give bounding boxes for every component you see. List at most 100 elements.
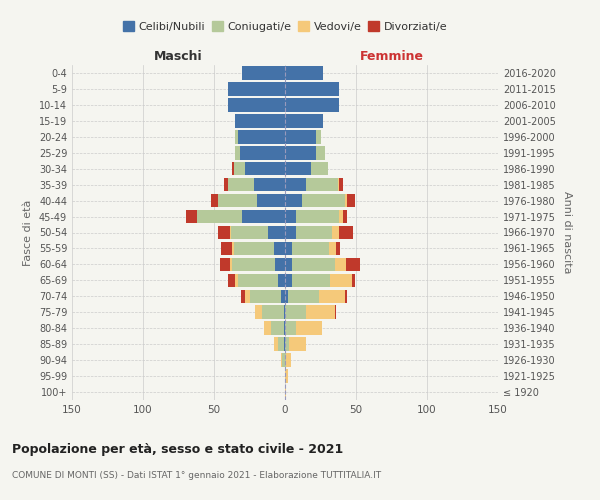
Bar: [264, 322, 271, 335]
Bar: [285, 322, 296, 335]
Bar: [329, 242, 336, 255]
Bar: [296, 226, 332, 239]
Bar: [285, 82, 339, 96]
Bar: [344, 290, 347, 303]
Bar: [339, 178, 343, 192]
Bar: [232, 162, 234, 175]
Bar: [274, 338, 278, 351]
Bar: [344, 194, 347, 207]
Bar: [307, 306, 335, 319]
Bar: [238, 130, 285, 143]
Bar: [235, 130, 238, 143]
Bar: [319, 290, 344, 303]
Bar: [230, 226, 231, 239]
Bar: [235, 114, 285, 128]
Bar: [289, 338, 307, 351]
Bar: [285, 162, 311, 175]
Bar: [285, 258, 292, 271]
Y-axis label: Fasce di età: Fasce di età: [23, 200, 33, 266]
Bar: [288, 290, 319, 303]
Bar: [231, 226, 268, 239]
Bar: [285, 242, 292, 255]
Bar: [275, 258, 285, 271]
Bar: [218, 194, 257, 207]
Bar: [211, 194, 218, 207]
Bar: [197, 210, 242, 224]
Bar: [331, 274, 352, 287]
Bar: [235, 146, 239, 160]
Text: Femmine: Femmine: [359, 50, 424, 64]
Text: Popolazione per età, sesso e stato civile - 2021: Popolazione per età, sesso e stato civil…: [12, 442, 343, 456]
Bar: [254, 178, 285, 192]
Bar: [238, 274, 278, 287]
Bar: [274, 242, 285, 255]
Bar: [335, 258, 346, 271]
Bar: [285, 354, 286, 367]
Legend: Celibi/Nubili, Coniugati/e, Vedovi/e, Divorziati/e: Celibi/Nubili, Coniugati/e, Vedovi/e, Di…: [118, 17, 452, 36]
Bar: [228, 82, 285, 96]
Text: COMUNE DI MONTI (SS) - Dati ISTAT 1° gennaio 2021 - Elaborazione TUTTITALIA.IT: COMUNE DI MONTI (SS) - Dati ISTAT 1° gen…: [12, 471, 381, 480]
Bar: [242, 210, 285, 224]
Text: Maschi: Maschi: [154, 50, 203, 64]
Bar: [302, 194, 344, 207]
Bar: [239, 146, 285, 160]
Bar: [284, 338, 285, 351]
Bar: [281, 354, 282, 367]
Bar: [250, 290, 281, 303]
Bar: [285, 98, 339, 112]
Bar: [316, 146, 325, 160]
Bar: [224, 178, 228, 192]
Bar: [285, 210, 296, 224]
Bar: [268, 226, 285, 239]
Bar: [230, 258, 232, 271]
Bar: [285, 338, 289, 351]
Bar: [245, 290, 250, 303]
Bar: [271, 322, 284, 335]
Bar: [292, 258, 335, 271]
Bar: [346, 258, 360, 271]
Bar: [245, 162, 285, 175]
Bar: [218, 226, 230, 239]
Bar: [220, 258, 230, 271]
Bar: [292, 274, 331, 287]
Bar: [307, 178, 338, 192]
Bar: [292, 242, 329, 255]
Bar: [234, 162, 245, 175]
Bar: [285, 178, 307, 192]
Bar: [285, 146, 316, 160]
Bar: [338, 178, 339, 192]
Bar: [285, 370, 288, 383]
Bar: [285, 274, 292, 287]
Bar: [343, 210, 347, 224]
Bar: [278, 274, 285, 287]
Bar: [232, 242, 234, 255]
Bar: [281, 290, 285, 303]
Bar: [255, 306, 262, 319]
Bar: [286, 354, 290, 367]
Bar: [284, 322, 285, 335]
Bar: [347, 194, 355, 207]
Bar: [282, 354, 285, 367]
Y-axis label: Anni di nascita: Anni di nascita: [562, 191, 572, 274]
Bar: [285, 290, 288, 303]
Bar: [335, 306, 336, 319]
Bar: [232, 258, 275, 271]
Bar: [285, 66, 323, 80]
Bar: [285, 114, 323, 128]
Bar: [221, 242, 232, 255]
Bar: [285, 385, 286, 399]
Bar: [284, 306, 285, 319]
Bar: [185, 210, 197, 224]
Bar: [285, 194, 302, 207]
Bar: [235, 274, 238, 287]
Bar: [316, 130, 320, 143]
Bar: [339, 210, 343, 224]
Bar: [228, 274, 235, 287]
Bar: [285, 130, 316, 143]
Bar: [296, 322, 322, 335]
Bar: [285, 226, 296, 239]
Bar: [278, 338, 284, 351]
Bar: [336, 242, 340, 255]
Bar: [242, 66, 285, 80]
Bar: [257, 194, 285, 207]
